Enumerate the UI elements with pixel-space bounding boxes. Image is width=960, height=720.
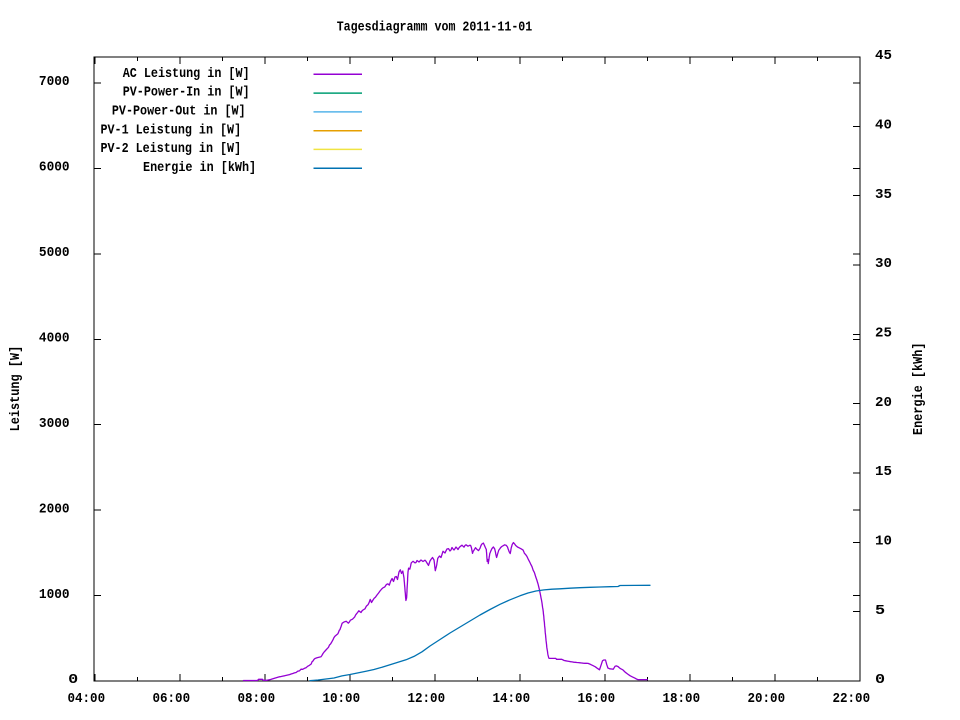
svg-text:Leistung [W]: Leistung [W] [9, 346, 24, 432]
svg-text:2000: 2000 [39, 502, 70, 517]
svg-text:16:00: 16:00 [578, 692, 616, 707]
svg-text:04:00: 04:00 [68, 692, 106, 707]
svg-text:18:00: 18:00 [663, 692, 701, 707]
svg-text:10:00: 10:00 [323, 692, 361, 707]
svg-text:6000: 6000 [39, 161, 70, 176]
svg-text:Energie in [kWh]: Energie in [kWh] [143, 161, 256, 176]
svg-text:4000: 4000 [39, 331, 70, 346]
svg-text:7000: 7000 [39, 75, 70, 90]
svg-text:5000: 5000 [39, 246, 70, 261]
svg-text:PV-Power-In in [W]: PV-Power-In in [W] [123, 86, 250, 101]
svg-text:15: 15 [875, 465, 892, 480]
svg-text:5: 5 [875, 604, 885, 619]
svg-text:40: 40 [875, 119, 892, 134]
svg-text:Energie [kWh]: Energie [kWh] [912, 343, 927, 436]
svg-text:PV-Power-Out in [W]: PV-Power-Out in [W] [112, 105, 246, 120]
svg-text:1000: 1000 [39, 588, 70, 603]
svg-text:20:00: 20:00 [748, 692, 786, 707]
svg-text:Tagesdiagramm vom 2011-11-01: Tagesdiagramm vom 2011-11-01 [337, 21, 533, 36]
svg-text:14:00: 14:00 [493, 692, 531, 707]
svg-text:25: 25 [875, 327, 892, 342]
svg-text:AC Leistung in [W]: AC Leistung in [W] [123, 67, 250, 82]
svg-text:22:00: 22:00 [833, 692, 871, 707]
svg-text:08:00: 08:00 [238, 692, 276, 707]
svg-text:0: 0 [68, 673, 78, 688]
svg-text:PV-2 Leistung in [W]: PV-2 Leistung in [W] [101, 142, 242, 157]
svg-text:20: 20 [875, 396, 892, 411]
svg-text:12:00: 12:00 [408, 692, 446, 707]
svg-text:0: 0 [875, 673, 885, 688]
svg-text:PV-1 Leistung in [W]: PV-1 Leistung in [W] [101, 123, 242, 138]
svg-text:45: 45 [875, 49, 892, 64]
svg-text:30: 30 [875, 257, 892, 272]
svg-text:10: 10 [875, 535, 892, 550]
svg-text:35: 35 [875, 188, 892, 203]
svg-text:06:00: 06:00 [153, 692, 191, 707]
svg-text:3000: 3000 [39, 417, 70, 432]
